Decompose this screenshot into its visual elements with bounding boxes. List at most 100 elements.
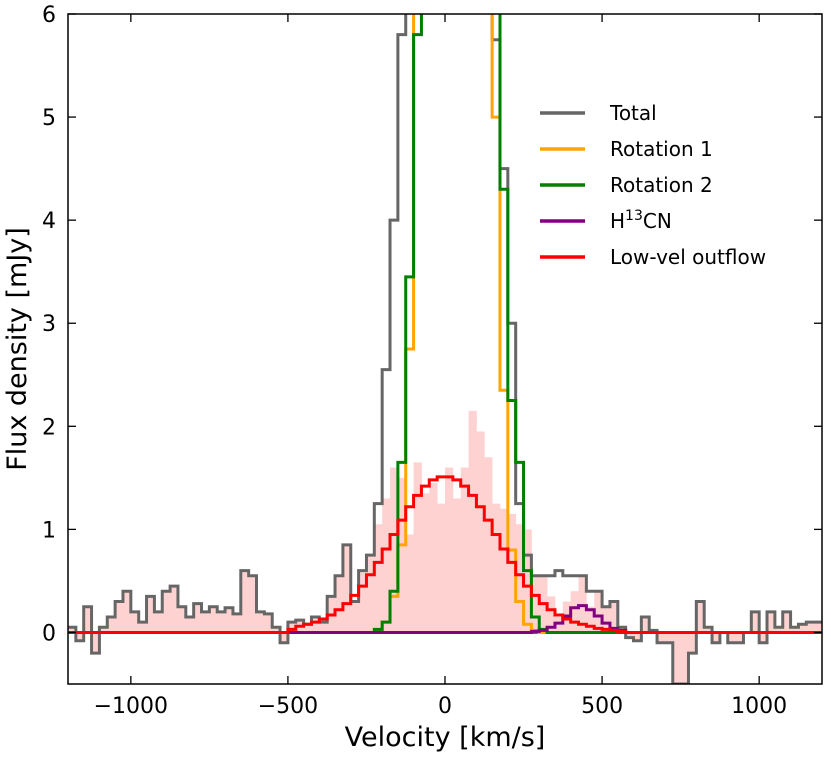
observed-bar xyxy=(499,508,509,633)
x-tick-label: −1000 xyxy=(94,694,168,719)
y-tick-label: 0 xyxy=(42,621,56,646)
y-tick-label: 4 xyxy=(42,209,56,234)
observed-bar xyxy=(633,632,642,641)
observed-bar xyxy=(122,591,132,633)
legend-label: Total xyxy=(609,101,657,125)
x-tick-label: 0 xyxy=(438,694,452,719)
observed-bar xyxy=(256,611,265,633)
observed-bar xyxy=(91,632,100,654)
observed-bar xyxy=(554,617,564,633)
observed-bar xyxy=(287,622,297,633)
y-axis-label: Flux density [mJy] xyxy=(2,227,33,471)
observed-bar xyxy=(680,632,689,684)
x-tick-label: 1000 xyxy=(731,694,787,719)
observed-bar xyxy=(806,622,815,633)
legend: Total Rotation 1 Rotation 2 H13CN Low-vel ou… xyxy=(540,101,766,269)
observed-bar xyxy=(814,622,822,633)
observed-bar xyxy=(641,617,650,633)
observed-bar xyxy=(413,462,422,633)
observed-bar xyxy=(759,632,768,643)
observed-bar xyxy=(460,467,469,633)
observed-bar xyxy=(217,611,226,633)
observed-bar xyxy=(547,596,556,633)
observed-bar xyxy=(782,611,791,633)
y-tick-label: 2 xyxy=(42,415,56,440)
observed-bar xyxy=(476,431,485,633)
legend-label: Rotation 2 xyxy=(610,173,713,197)
observed-bar xyxy=(429,483,438,633)
observed-bar xyxy=(272,627,281,633)
observed-bar xyxy=(437,503,446,633)
x-tick-label: 500 xyxy=(581,694,623,719)
observed-bar xyxy=(240,570,250,633)
observed-bar xyxy=(405,534,414,633)
observed-bar xyxy=(688,632,697,654)
observed-bar xyxy=(578,575,587,633)
legend-label: Rotation 1 xyxy=(610,137,713,161)
observed-bar xyxy=(232,613,242,633)
observed-bar xyxy=(303,624,312,633)
observed-bar xyxy=(177,606,187,633)
y-tick-label: 1 xyxy=(42,518,56,543)
observed-bar xyxy=(515,524,524,633)
observed-bar xyxy=(397,477,407,633)
observed-bar xyxy=(366,555,375,633)
x-axis-label: Velocity [km/s] xyxy=(345,722,546,753)
observed-bar xyxy=(193,603,202,633)
observed-bar xyxy=(774,627,784,633)
observed-bar xyxy=(625,632,634,638)
observed-bar xyxy=(602,606,611,633)
observed-bar xyxy=(492,503,501,633)
observed-bar xyxy=(170,586,179,633)
observed-bar xyxy=(162,591,171,633)
observed-bar xyxy=(767,611,776,633)
observed-bar xyxy=(185,617,195,633)
observed-bar xyxy=(311,617,320,633)
y-tick-label: 6 xyxy=(42,3,56,28)
observed-bar xyxy=(609,601,619,633)
observed-bar xyxy=(248,575,257,633)
observed-bar xyxy=(452,498,462,633)
observed-bar xyxy=(696,601,705,633)
y-tick-label: 5 xyxy=(42,106,56,131)
observed-bar xyxy=(209,606,218,633)
observed-bar xyxy=(727,632,737,643)
observed-bar xyxy=(75,632,85,641)
y-tick-label: 3 xyxy=(42,312,56,337)
observed-bar xyxy=(130,611,140,633)
axis-ticks: −1000 −500 0 500 1000 0 1 2 3 4 5 6 xyxy=(42,3,822,719)
observed-bar xyxy=(335,575,344,633)
x-tick-label: −500 xyxy=(258,694,318,719)
observed-bar xyxy=(751,611,760,633)
legend-label: H13CN xyxy=(610,208,672,233)
observed-bar xyxy=(107,617,116,633)
observed-bar xyxy=(350,601,360,633)
observed-bar xyxy=(374,524,383,633)
observed-bar xyxy=(342,544,352,633)
observed-bar xyxy=(798,624,807,633)
observed-bar xyxy=(154,611,163,633)
plot-area xyxy=(68,14,822,684)
observed-bar xyxy=(664,632,674,643)
observed-bar xyxy=(319,622,328,633)
observed-bar xyxy=(280,632,289,643)
observed-bar xyxy=(115,601,124,633)
observed-bar xyxy=(735,632,744,643)
observed-bar xyxy=(523,529,532,633)
observed-bar xyxy=(570,591,579,633)
series-line-low-vel-outflow xyxy=(68,475,822,634)
observed-bar xyxy=(83,606,92,633)
observed-bar xyxy=(264,613,273,633)
observed-bar xyxy=(586,606,595,633)
observed-bar xyxy=(672,632,682,684)
observed-bar xyxy=(201,611,210,633)
observed-bar xyxy=(225,607,234,633)
observed-bar xyxy=(445,467,454,633)
observed-bar xyxy=(390,467,399,633)
observed-bar xyxy=(531,575,540,633)
observed-bar xyxy=(468,410,477,633)
observed-bar xyxy=(358,570,367,633)
observed-bar xyxy=(382,498,391,633)
